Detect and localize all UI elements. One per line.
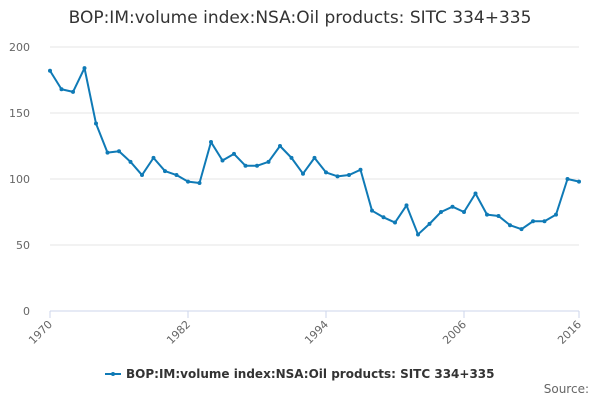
data-point[interactable] [485, 212, 489, 217]
data-point[interactable] [174, 173, 179, 178]
x-tick-label: 1982 [164, 318, 193, 347]
data-point[interactable] [531, 219, 535, 224]
chart-title: BOP:IM:volume index:NSA:Oil products: SI… [68, 8, 532, 28]
data-point[interactable] [473, 191, 478, 196]
data-point[interactable] [59, 87, 64, 92]
data-point[interactable] [358, 167, 363, 172]
data-point[interactable] [496, 213, 501, 218]
data-point[interactable] [301, 171, 305, 176]
data-point[interactable] [71, 89, 75, 94]
data-point[interactable] [266, 159, 271, 164]
x-tick-label: 2016 [555, 318, 584, 347]
y-axis: 0 50 100 150 200 [9, 41, 30, 318]
data-point[interactable] [128, 159, 133, 164]
data-point[interactable] [278, 144, 282, 148]
data-point[interactable] [163, 169, 167, 174]
data-point[interactable] [94, 121, 98, 126]
data-point[interactable] [427, 221, 432, 226]
data-point[interactable] [450, 204, 455, 209]
x-tick-label: 2006 [440, 318, 469, 347]
data-point[interactable] [519, 227, 524, 232]
y-tick-label: 100 [9, 173, 30, 186]
data-point[interactable] [48, 68, 52, 73]
x-axis-labels: 1970 1982 1994 2006 2016 [26, 318, 584, 347]
data-point[interactable] [347, 173, 351, 178]
data-point[interactable] [117, 149, 121, 154]
data-point[interactable] [105, 150, 110, 155]
legend[interactable]: BOP:IM:volume index:NSA:Oil products: SI… [105, 367, 495, 381]
y-tick-label: 150 [9, 107, 30, 120]
data-point[interactable] [243, 163, 248, 168]
gridlines [50, 46, 579, 246]
x-tick-label: 1970 [26, 318, 55, 347]
data-point[interactable] [439, 210, 443, 214]
data-point[interactable] [416, 232, 420, 237]
y-tick-label: 50 [16, 239, 30, 252]
data-point[interactable] [220, 158, 225, 163]
y-tick-label: 0 [23, 305, 30, 318]
x-axis [49, 310, 580, 318]
data-point[interactable] [255, 163, 259, 168]
y-tick-label: 200 [9, 41, 30, 54]
legend-symbol-marker [111, 372, 115, 376]
legend-item[interactable]: BOP:IM:volume index:NSA:Oil products: SI… [105, 367, 495, 381]
data-point[interactable] [197, 180, 202, 185]
data-point[interactable] [151, 155, 156, 160]
source-label: Source: [544, 382, 589, 396]
data-point[interactable] [381, 215, 386, 220]
data-point[interactable] [324, 170, 328, 175]
x-tick-label: 1994 [302, 318, 331, 347]
data-point[interactable] [82, 66, 87, 71]
data-point[interactable] [554, 212, 558, 217]
data-point[interactable] [508, 223, 512, 228]
data-point[interactable] [542, 219, 547, 224]
data-point[interactable] [393, 220, 397, 225]
data-point[interactable] [186, 179, 190, 184]
data-point[interactable] [565, 177, 570, 181]
series-layer [48, 66, 581, 237]
data-point[interactable] [404, 203, 409, 208]
legend-label: BOP:IM:volume index:NSA:Oil products: SI… [126, 367, 495, 381]
data-point[interactable] [289, 155, 294, 160]
data-point[interactable] [335, 174, 340, 179]
data-point[interactable] [462, 210, 466, 214]
data-point[interactable] [140, 173, 144, 178]
data-point[interactable] [370, 208, 374, 213]
data-point[interactable] [577, 179, 581, 184]
data-point[interactable] [312, 155, 317, 160]
series-line [49, 67, 580, 236]
data-point[interactable] [232, 151, 236, 156]
data-point[interactable] [209, 140, 213, 145]
